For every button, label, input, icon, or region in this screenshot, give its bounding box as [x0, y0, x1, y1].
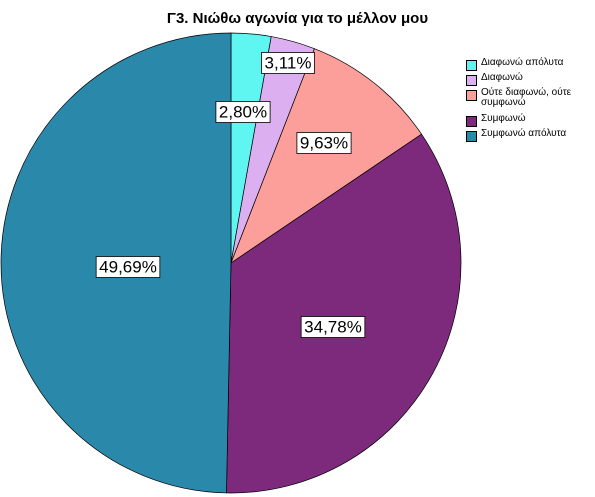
legend-swatch [466, 116, 477, 127]
legend: Διαφωνώ απόλυτα Διαφωνώ Ούτε διαφωνώ, ούτε… [466, 58, 593, 144]
svg-text:34,78%: 34,78% [304, 318, 362, 337]
data-label-4: 34,78% [300, 316, 366, 338]
legend-item-1: Διαφωνώ απόλυτα [466, 58, 593, 73]
data-label-5: 49,69% [95, 256, 161, 278]
data-label-2: 3,11% [261, 52, 315, 74]
data-label-3: 9,63% [296, 132, 352, 154]
legend-item-3: Ούτε διαφωνώ, ούτε συμφωνώ [466, 88, 593, 114]
svg-text:2,80%: 2,80% [219, 103, 267, 122]
data-label-1: 2,80% [215, 101, 271, 123]
legend-swatch [466, 75, 477, 86]
legend-label: Διαφωνώ απόλυτα [481, 57, 564, 68]
svg-text:9,63%: 9,63% [300, 134, 348, 153]
pie-slice-4 [226, 133, 462, 494]
svg-text:3,11%: 3,11% [265, 54, 312, 73]
svg-text:49,69%: 49,69% [99, 258, 157, 277]
pie-slice-3 [230, 48, 423, 264]
chart-title: Γ3. Νιώθω αγωνία για το μέλλον μου [166, 10, 429, 27]
legend-item-2: Διαφωνώ [466, 73, 593, 88]
legend-label: Ούτε διαφωνώ, ούτε συμφωνώ [481, 87, 572, 108]
legend-item-4: Συμφωνώ [466, 114, 593, 129]
legend-swatch [466, 90, 477, 101]
legend-label: Διαφωνώ [481, 72, 523, 83]
legend-item-5: Συμφωνώ απόλυτα [466, 129, 593, 144]
legend-swatch [466, 60, 477, 71]
legend-label: Συμφωνώ απόλυτα [481, 128, 567, 139]
legend-swatch [466, 131, 477, 142]
legend-label: Συμφωνώ [481, 113, 526, 124]
